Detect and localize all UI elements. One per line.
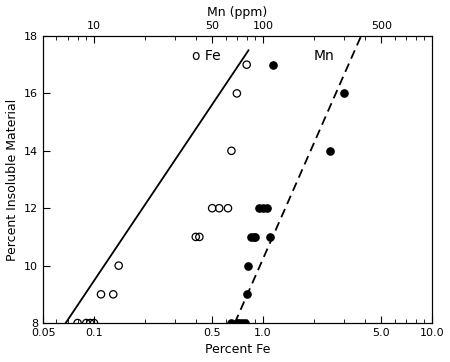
Point (270, 62, 277, 68)
Point (243, 291, 250, 297)
Point (97, 291, 104, 297)
Point (83, 320, 90, 326)
Point (225, 205, 232, 211)
Point (238, 320, 246, 326)
Point (192, 234, 199, 240)
X-axis label: Mn (ppm): Mn (ppm) (207, 5, 268, 18)
Point (90, 320, 98, 326)
Point (256, 205, 263, 211)
Point (216, 205, 223, 211)
Text: o Fe: o Fe (192, 49, 220, 63)
Point (235, 320, 243, 326)
X-axis label: Percent Fe: Percent Fe (205, 344, 270, 357)
Point (115, 263, 122, 269)
Point (266, 234, 274, 240)
Point (252, 234, 259, 240)
Point (196, 234, 203, 240)
Y-axis label: Percent Insoluble Material: Percent Insoluble Material (5, 98, 18, 261)
Point (327, 148, 334, 154)
Text: Mn: Mn (314, 49, 335, 63)
Point (260, 205, 267, 211)
Point (228, 320, 235, 326)
Point (233, 90, 240, 96)
Point (233, 320, 240, 326)
Point (340, 90, 347, 96)
Point (208, 205, 216, 211)
Point (243, 62, 250, 68)
Point (241, 320, 248, 326)
Point (228, 148, 235, 154)
Point (263, 205, 270, 211)
Point (248, 234, 255, 240)
Point (74, 320, 81, 326)
Point (250, 234, 257, 240)
Point (110, 291, 117, 297)
Point (245, 263, 252, 269)
Point (87, 320, 94, 326)
